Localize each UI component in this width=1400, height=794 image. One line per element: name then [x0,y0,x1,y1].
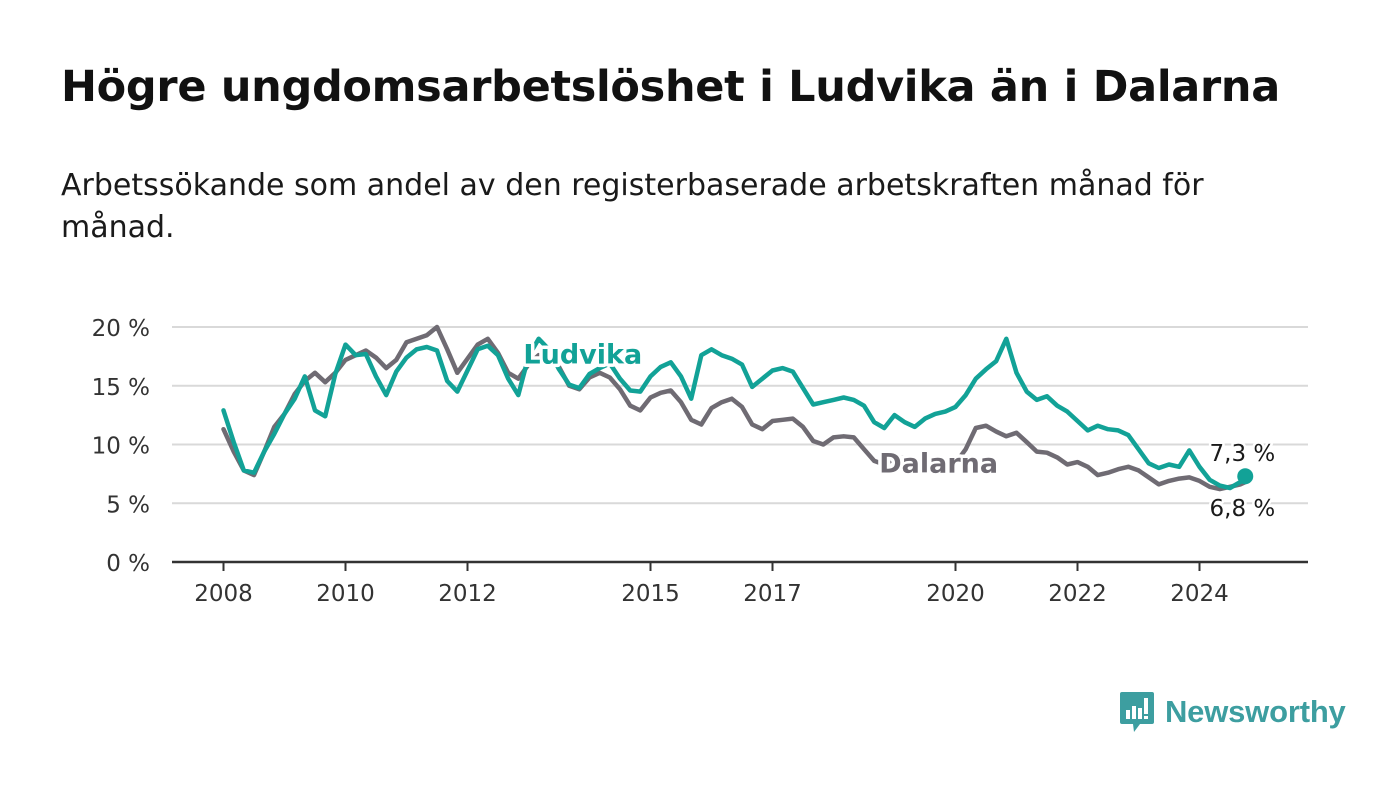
series-labels: Dalarna Ludvika 7,3 % 6,8 % [520,336,1278,525]
series-lines [221,324,1248,492]
x-tick-label: 2008 [194,581,253,607]
line-chart: 0 %5 %10 %15 %20 % 2008 2010 2012 2015 2017 2… [92,316,1308,607]
newsworthy-logo: Newsworthy [1119,690,1346,734]
end-point-dot-ludvika [1237,468,1254,485]
y-axis-tick-labels: 0 % 5 % 10 % 15 % 20 % [92,316,150,577]
y-tick-label: 20 % [92,316,150,342]
newsworthy-logo-text: Newsworthy [1165,694,1346,729]
x-tick-label: 2020 [926,581,985,607]
y-tick-label: 0 % [106,551,150,577]
x-tick-label: 2010 [316,581,375,607]
newsworthy-logo-icon [1120,692,1154,732]
x-axis: 2008 2010 2012 2015 2017 2020 2022 2024 [172,560,1308,607]
y-tick-label: 5 % [106,492,150,518]
x-tick-label: 2017 [743,581,802,607]
series-label-dalarna: Dalarna [879,449,998,480]
series-line-dalarna [221,324,1248,492]
series-line-ludvika [221,336,1248,491]
y-tick-label: 10 % [92,434,150,460]
x-tick-label: 2024 [1170,581,1229,607]
x-tick-label: 2015 [621,581,680,607]
chart-subtitle: Arbetssökande som andel av den registerb… [61,168,1204,245]
y-tick-label: 15 % [92,375,150,401]
chart-title: Högre ungdomsarbetslöshet i Ludvika än i… [61,62,1280,112]
end-value-label-dalarna: 6,8 % [1210,496,1276,522]
grid-lines [172,326,1308,505]
series-label-ludvika: Ludvika [523,339,642,370]
end-value-label-ludvika: 7,3 % [1210,441,1276,467]
x-tick-label: 2012 [438,581,497,607]
x-tick-label: 2022 [1048,581,1107,607]
